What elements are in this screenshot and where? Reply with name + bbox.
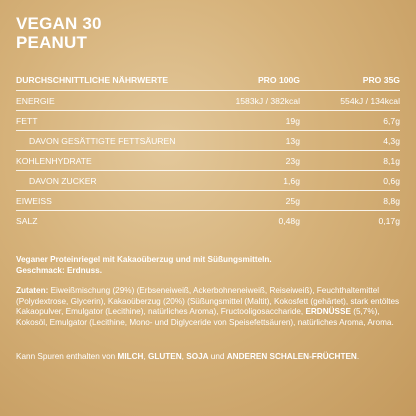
allergen-separator: und <box>208 352 227 361</box>
allergen-notice: Kann Spuren enthalten von MILCH, GLUTEN,… <box>16 352 404 363</box>
nutrition-row-label: SALZ <box>16 215 38 226</box>
nutrition-row-value-35g: 8,8g <box>383 195 400 206</box>
nutrition-row-carbohydrates: KOHLENHYDRATE 23g 8,1g <box>16 151 400 171</box>
allergen-separator: , <box>181 352 187 361</box>
allergen-milk: MILCH <box>117 352 144 361</box>
ingredients-label: Zutaten: <box>16 286 49 295</box>
nutrition-row-value-100g: 1583kJ / 382kcal <box>235 95 301 106</box>
ingredients-text: Zutaten: Eiweißmischung (29%) (Erbseneiw… <box>16 286 404 328</box>
product-flavor-line: Geschmack: Erdnuss. <box>16 265 103 275</box>
nutrition-row-energy: ENERGIE 1583kJ / 382kcal 554kJ / 134kcal <box>16 91 400 111</box>
nutrition-row-value-100g: 25g <box>285 195 300 206</box>
nutrition-row-value-35g: 0,17g <box>378 215 400 226</box>
allergen-gluten: GLUTEN <box>148 352 182 361</box>
ingredients-allergen-highlight: ERDNÜSSE <box>305 307 351 317</box>
nutrition-row-label: FETT <box>16 115 38 126</box>
nutrition-row-value-35g: 8,1g <box>383 155 400 166</box>
nutrition-row-label: KOHLENHYDRATE <box>16 155 92 166</box>
product-description-line1: Veganer Proteinriegel mit Kakaoüberzug u… <box>16 255 272 264</box>
nutrition-header-label: DURCHSCHNITTLICHE NÄHRWERTE <box>16 75 169 85</box>
allergen-intro: Kann Spuren enthalten von <box>16 352 118 361</box>
nutrition-header-col1: PRO 100G <box>257 75 300 85</box>
ingredients-part1: Eiweißmischung (29%) (Erbseneiweiß, Acke… <box>16 286 400 317</box>
product-title-line1: VEGAN 30 <box>16 14 102 33</box>
allergen-soy: SOJA <box>186 352 209 361</box>
nutrition-row-label: ENERGIE <box>16 95 55 106</box>
nutrition-row-fat: FETT 19g 6,7g <box>16 111 400 131</box>
nutrition-row-label: DAVON ZUCKER <box>29 175 97 186</box>
product-title-line2: PEANUT <box>16 33 88 52</box>
nutrition-row-value-100g: 0,48g <box>278 215 300 226</box>
nutrition-table: DURCHSCHNITTLICHE NÄHRWERTE PRO 100G PRO… <box>16 70 400 230</box>
nutrition-row-value-35g: 6,7g <box>383 115 400 126</box>
nutrition-row-value-100g: 19g <box>285 115 300 126</box>
ingredients-part2: (5,7%), Kokosöl, Emulgator (Lecithine, M… <box>16 307 394 327</box>
nutrition-row-saturated-fat: DAVON GESÄTTIGTE FETTSÄUREN 13g 4,3g <box>16 131 400 151</box>
allergen-separator: , <box>143 352 148 361</box>
nutrition-row-value-35g: 0,6g <box>383 175 400 186</box>
product-title: VEGAN 30 PEANUT <box>16 14 102 52</box>
nutrition-table-header: DURCHSCHNITTLICHE NÄHRWERTE PRO 100G PRO… <box>16 70 400 91</box>
nutrition-row-label: EIWEISS <box>16 195 52 206</box>
allergen-tree-nuts: ANDEREN SCHALEN-FRÜCHTEN <box>226 352 357 361</box>
allergen-end: . <box>356 352 360 361</box>
nutrition-row-value-35g: 554kJ / 134kcal <box>340 95 400 106</box>
nutrition-row-value-100g: 1,6g <box>283 175 300 186</box>
nutrition-row-salt: SALZ 0,48g 0,17g <box>16 211 400 230</box>
nutrition-row-protein: EIWEISS 25g 8,8g <box>16 191 400 211</box>
nutrition-row-value-100g: 13g <box>285 135 300 146</box>
nutrition-row-sugar: DAVON ZUCKER 1,6g 0,6g <box>16 171 400 191</box>
nutrition-header-col2: PRO 35G <box>362 75 400 85</box>
nutrition-row-value-100g: 23g <box>285 155 300 166</box>
nutrition-row-label: DAVON GESÄTTIGTE FETTSÄUREN <box>29 135 176 146</box>
nutrition-row-value-35g: 4,3g <box>383 135 400 146</box>
product-description: Veganer Proteinriegel mit Kakaoüberzug u… <box>16 255 404 276</box>
